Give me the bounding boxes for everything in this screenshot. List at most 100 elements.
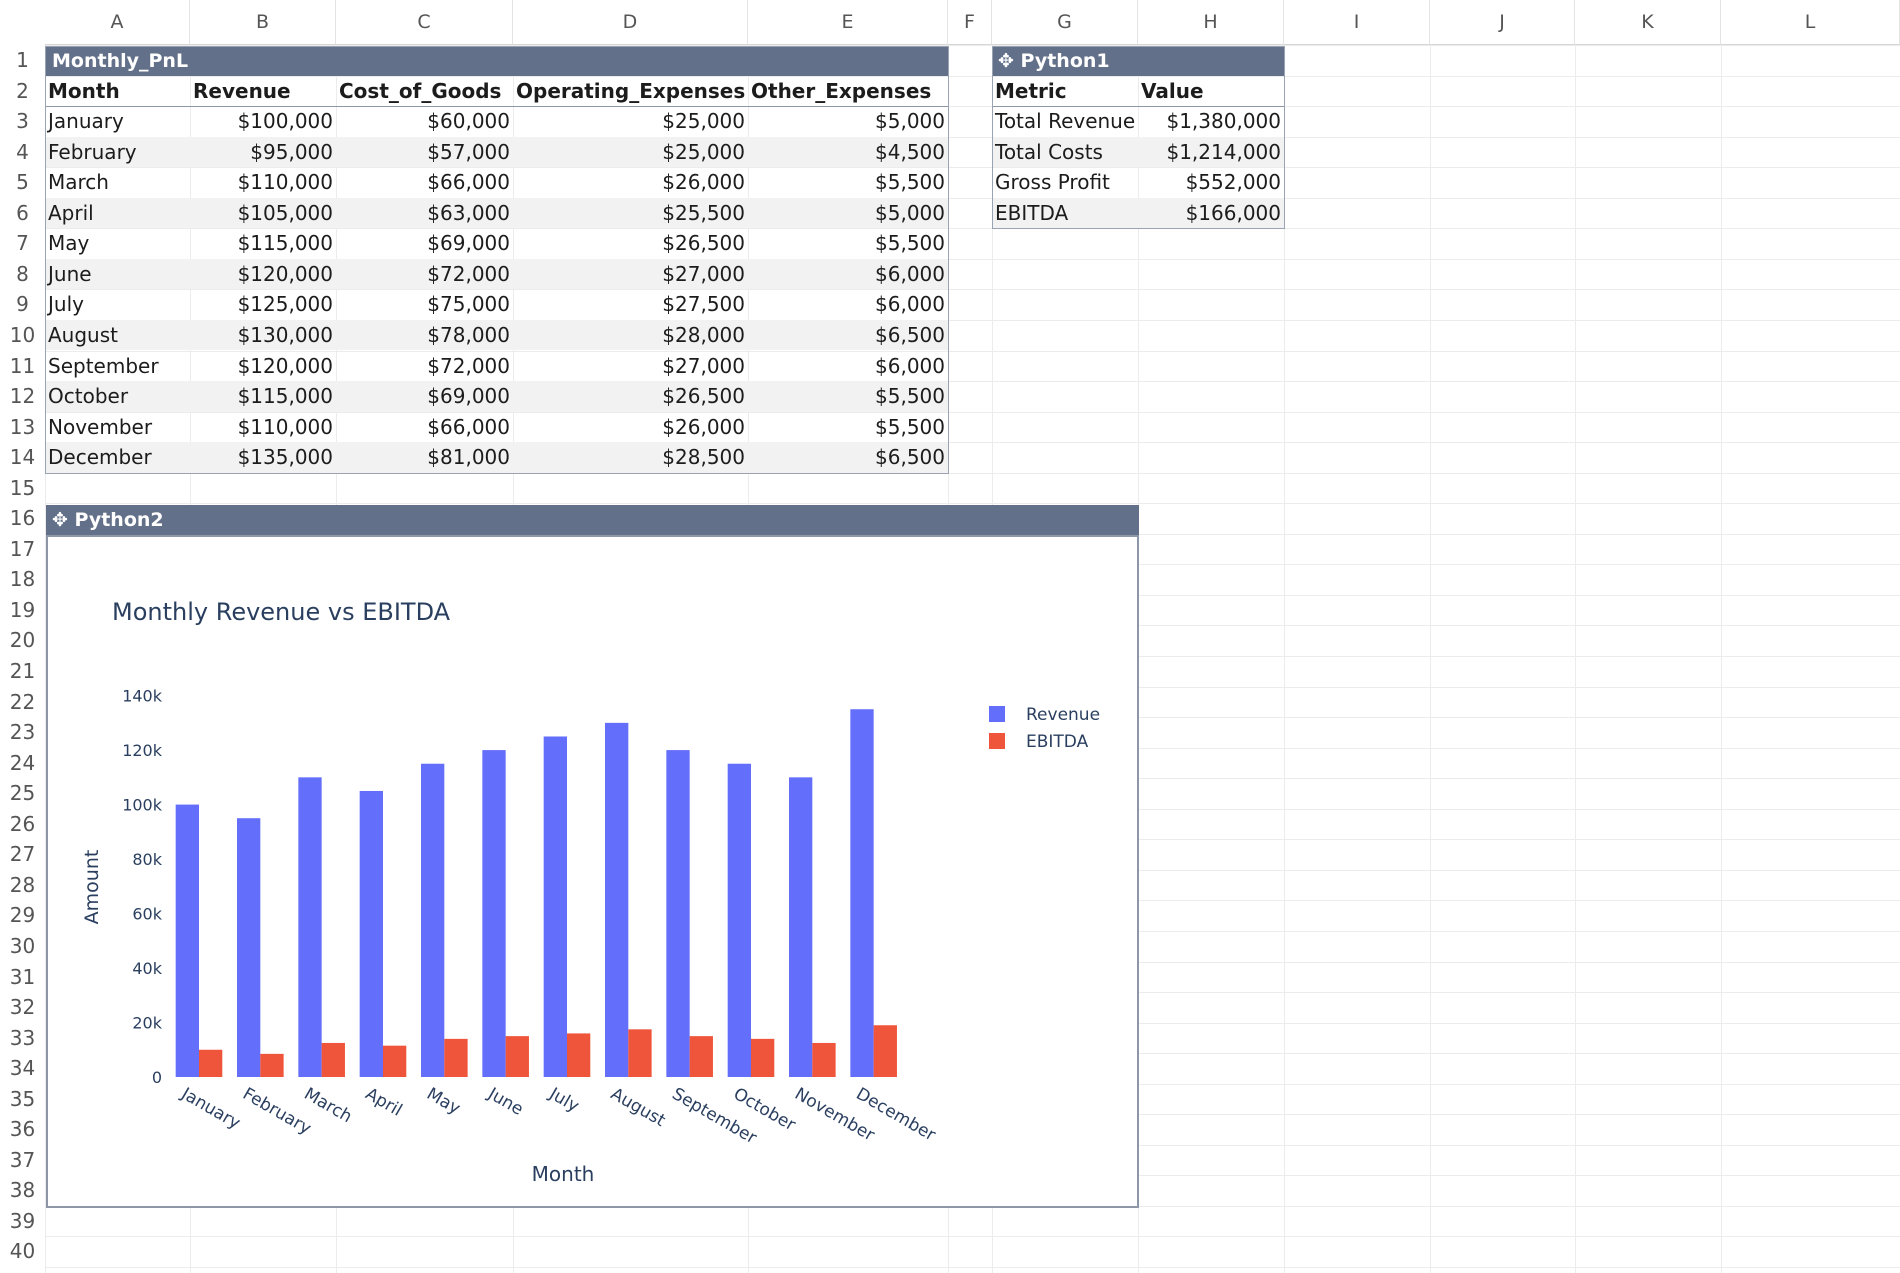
pnl-cell[interactable]: $5,000 xyxy=(875,109,945,134)
column-header-B[interactable]: B xyxy=(190,0,336,45)
bar-ebitda-may[interactable] xyxy=(444,1038,468,1077)
pnl-cell[interactable]: $4,500 xyxy=(875,139,945,164)
pnl-cell[interactable]: $25,000 xyxy=(662,109,745,134)
row-header-14[interactable]: 14 xyxy=(9,445,36,470)
row-header-3[interactable]: 3 xyxy=(16,109,29,134)
column-header-A[interactable]: A xyxy=(45,0,190,45)
pnl-cell[interactable]: $115,000 xyxy=(237,231,333,256)
pnl-cell[interactable]: September xyxy=(48,353,159,378)
python1-cell[interactable]: Gross Profit xyxy=(995,170,1110,195)
python1-cell[interactable]: $166,000 xyxy=(1185,200,1281,225)
bar-revenue-february[interactable] xyxy=(237,818,261,1077)
column-header-L[interactable]: L xyxy=(1721,0,1900,45)
chart-legend[interactable]: Revenue EBITDA xyxy=(989,705,1100,752)
row-header-18[interactable]: 18 xyxy=(9,567,36,592)
pnl-cell[interactable]: $6,000 xyxy=(875,292,945,317)
pnl-cell[interactable]: May xyxy=(48,231,90,256)
pnl-cell[interactable]: $5,500 xyxy=(875,231,945,256)
bar-ebitda-march[interactable] xyxy=(321,1042,345,1077)
pnl-cell[interactable]: $6,000 xyxy=(875,261,945,286)
bar-revenue-november[interactable] xyxy=(789,777,813,1077)
row-header-29[interactable]: 29 xyxy=(9,903,36,928)
pnl-cell[interactable]: $125,000 xyxy=(237,292,333,317)
pnl-cell[interactable]: $95,000 xyxy=(250,139,333,164)
row-header-35[interactable]: 35 xyxy=(9,1086,36,1111)
pnl-cell[interactable]: $26,000 xyxy=(662,170,745,195)
row-header-36[interactable]: 36 xyxy=(9,1117,36,1142)
chart-container[interactable]: Monthly Revenue vs EBITDA 0 20k 40k 60k 80k 1… xyxy=(46,535,1139,1208)
bar-ebitda-october[interactable] xyxy=(750,1038,775,1077)
row-header-27[interactable]: 27 xyxy=(9,842,36,867)
pnl-header-cell[interactable]: Month xyxy=(48,78,120,103)
pnl-cell[interactable]: October xyxy=(48,384,129,409)
row-header-40[interactable]: 40 xyxy=(9,1239,36,1264)
pnl-cell[interactable]: $75,000 xyxy=(427,292,510,317)
pnl-cell[interactable]: $27,500 xyxy=(662,292,745,317)
bar-ebitda-june[interactable] xyxy=(505,1036,529,1077)
row-header-39[interactable]: 39 xyxy=(9,1208,36,1233)
bar-revenue-june[interactable] xyxy=(482,750,506,1077)
row-header-26[interactable]: 26 xyxy=(9,811,36,836)
row-header-22[interactable]: 22 xyxy=(9,689,36,714)
row-header-20[interactable]: 20 xyxy=(9,628,36,653)
bar-revenue-august[interactable] xyxy=(605,722,629,1077)
pnl-cell[interactable]: $27,000 xyxy=(662,261,745,286)
row-header-38[interactable]: 38 xyxy=(9,1178,36,1203)
pnl-header-cell[interactable]: Cost_of_Goods xyxy=(339,78,502,103)
pnl-cell[interactable]: $81,000 xyxy=(427,445,510,470)
row-header-30[interactable]: 30 xyxy=(9,933,36,958)
pnl-cell[interactable]: $130,000 xyxy=(237,322,333,347)
pnl-cell[interactable]: July xyxy=(48,292,84,317)
row-header-9[interactable]: 9 xyxy=(16,292,29,317)
bar-revenue-september[interactable] xyxy=(666,750,690,1077)
pnl-cell[interactable]: $5,500 xyxy=(875,414,945,439)
column-header-E[interactable]: E xyxy=(748,0,948,45)
python1-header-cell[interactable]: Value xyxy=(1141,78,1204,103)
row-header-25[interactable]: 25 xyxy=(9,781,36,806)
row-header-8[interactable]: 8 xyxy=(16,261,29,286)
python1-cell[interactable]: $1,214,000 xyxy=(1166,139,1281,164)
bar-revenue-december[interactable] xyxy=(850,709,874,1077)
python1-cell[interactable]: EBITDA xyxy=(995,200,1069,225)
pnl-cell[interactable]: $69,000 xyxy=(427,231,510,256)
pnl-cell[interactable]: $5,500 xyxy=(875,170,945,195)
pnl-cell[interactable]: $26,500 xyxy=(662,384,745,409)
column-header-G[interactable]: G xyxy=(992,0,1138,45)
bar-ebitda-april[interactable] xyxy=(382,1045,407,1077)
pnl-cell[interactable]: $66,000 xyxy=(427,414,510,439)
row-header-7[interactable]: 7 xyxy=(16,231,29,256)
row-header-5[interactable]: 5 xyxy=(16,170,29,195)
python1-cell[interactable]: $552,000 xyxy=(1185,170,1281,195)
pnl-cell[interactable]: $60,000 xyxy=(427,109,510,134)
row-header-19[interactable]: 19 xyxy=(9,597,36,622)
row-header-4[interactable]: 4 xyxy=(16,139,29,164)
pnl-cell[interactable]: $72,000 xyxy=(427,353,510,378)
column-header-I[interactable]: I xyxy=(1284,0,1430,45)
pnl-header-cell[interactable]: Other_Expenses xyxy=(751,78,932,103)
row-header-24[interactable]: 24 xyxy=(9,750,36,775)
python2-title[interactable]: ✥ Python2 xyxy=(46,505,1139,535)
bar-ebitda-february[interactable] xyxy=(260,1053,284,1077)
pnl-cell[interactable]: $135,000 xyxy=(237,445,333,470)
pnl-cell[interactable]: February xyxy=(48,139,137,164)
row-header-2[interactable]: 2 xyxy=(16,78,29,103)
row-header-21[interactable]: 21 xyxy=(9,659,36,683)
column-header-J[interactable]: J xyxy=(1430,0,1575,45)
python1-cell[interactable]: Total Costs xyxy=(995,139,1103,164)
row-header-33[interactable]: 33 xyxy=(9,1025,36,1050)
bar-ebitda-july[interactable] xyxy=(566,1033,591,1077)
python1-cell[interactable]: $1,380,000 xyxy=(1166,109,1281,134)
column-header-D[interactable]: D xyxy=(513,0,748,45)
column-header-K[interactable]: K xyxy=(1575,0,1721,45)
row-header-31[interactable]: 31 xyxy=(9,964,36,989)
pnl-header-cell[interactable]: Operating_Expenses xyxy=(516,78,746,103)
python1-header-cell[interactable]: Metric xyxy=(995,78,1067,103)
pnl-header-cell[interactable]: Revenue xyxy=(193,78,291,103)
row-header-13[interactable]: 13 xyxy=(9,414,36,439)
column-header-C[interactable]: C xyxy=(336,0,513,45)
pnl-cell[interactable]: $120,000 xyxy=(237,353,333,378)
pnl-cell[interactable]: December xyxy=(48,445,152,470)
pnl-cell[interactable]: $63,000 xyxy=(427,200,510,225)
bar-revenue-march[interactable] xyxy=(298,777,322,1077)
row-header-32[interactable]: 32 xyxy=(9,995,36,1020)
